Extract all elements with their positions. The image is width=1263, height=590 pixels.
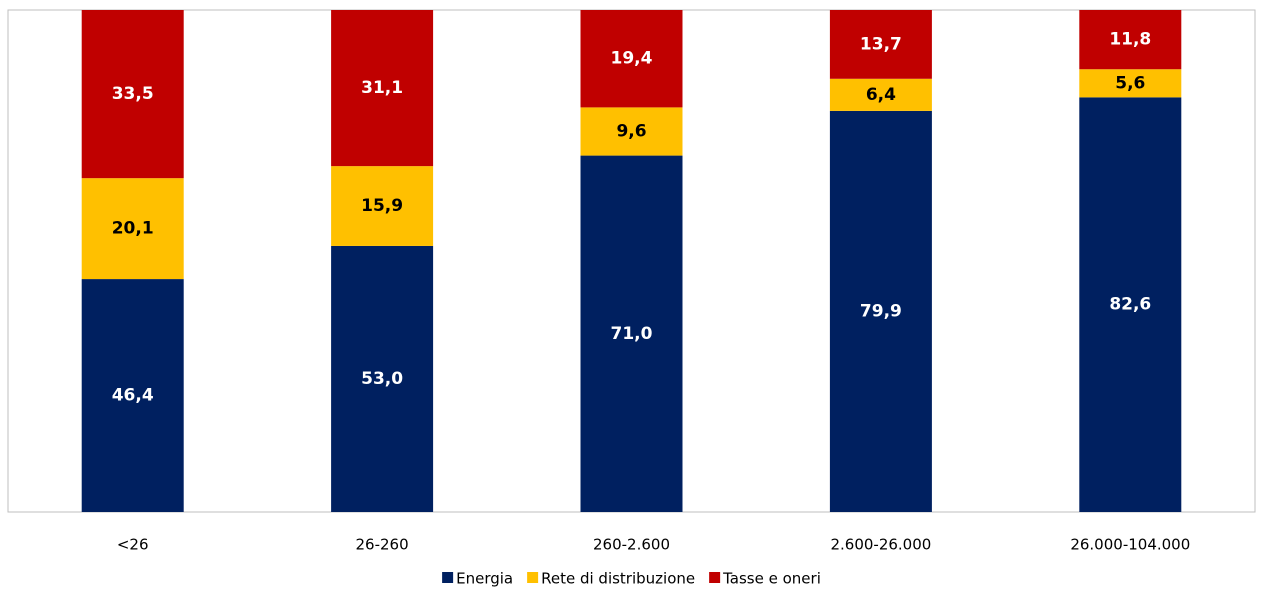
value-label: 6,4 (866, 85, 896, 105)
legend-swatch (442, 572, 454, 583)
bar-segment (81, 178, 184, 280)
bar-segment (331, 166, 434, 246)
value-label: 13,7 (860, 34, 902, 54)
value-label: 5,6 (1115, 73, 1145, 93)
legend-label: Tasse e oneri (722, 570, 821, 588)
value-label: 15,9 (361, 196, 403, 216)
value-label: 11,8 (1109, 30, 1151, 50)
x-tick-label: <26 (117, 536, 149, 554)
value-label: 31,1 (361, 78, 403, 98)
bar-segment (331, 10, 434, 167)
legend-label: Rete di distribuzione (541, 570, 695, 588)
bar-segment (580, 107, 683, 156)
bar-segment (81, 279, 184, 512)
legend-swatch (709, 572, 721, 583)
bar-segment (1079, 97, 1182, 513)
bar-segment (580, 10, 683, 108)
value-label: 46,4 (112, 386, 154, 406)
value-label: 33,5 (112, 84, 154, 104)
value-label: 82,6 (1109, 295, 1151, 315)
x-tick-label: 26-260 (356, 536, 409, 554)
value-label: 79,9 (860, 301, 902, 321)
x-tick-label: 260-2.600 (593, 536, 670, 554)
value-label: 19,4 (611, 49, 653, 69)
value-label: 71,0 (611, 324, 653, 344)
legend-label: Energia (456, 570, 513, 588)
value-label: 9,6 (616, 121, 646, 141)
bar-segment (331, 245, 434, 512)
bar-segment (580, 155, 683, 512)
bar-segment (829, 10, 932, 79)
x-tick-label: 2.600-26.000 (830, 536, 931, 554)
bar-segment (829, 110, 932, 512)
bar-segment (1079, 69, 1182, 98)
bar-segment (1079, 10, 1182, 70)
bar-segment (829, 78, 932, 111)
bar-segment (81, 10, 184, 179)
value-label: 53,0 (361, 369, 403, 389)
legend-swatch (527, 572, 539, 583)
value-label: 20,1 (112, 219, 154, 239)
x-tick-label: 26.000-104.000 (1070, 536, 1190, 554)
